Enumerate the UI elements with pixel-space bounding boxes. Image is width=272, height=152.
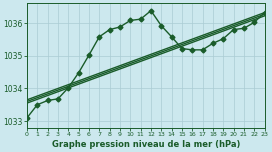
X-axis label: Graphe pression niveau de la mer (hPa): Graphe pression niveau de la mer (hPa) xyxy=(52,140,240,149)
